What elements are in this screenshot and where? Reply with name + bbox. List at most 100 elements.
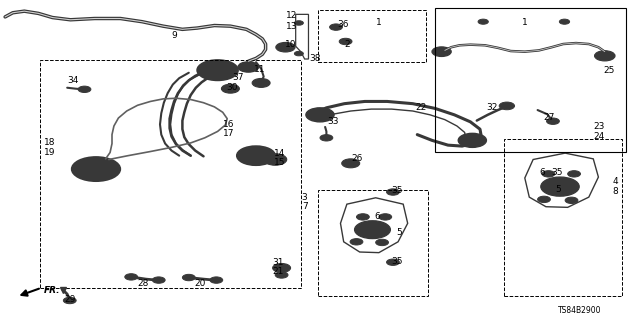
Circle shape (252, 78, 270, 87)
Text: 32: 32 (486, 103, 497, 112)
Text: 35: 35 (551, 168, 563, 177)
Text: 12: 12 (286, 11, 298, 20)
Circle shape (547, 118, 559, 124)
Text: 6: 6 (375, 212, 380, 221)
Text: 14: 14 (274, 149, 285, 158)
Circle shape (379, 214, 392, 220)
Text: 35: 35 (391, 186, 403, 195)
Text: 16: 16 (223, 120, 235, 129)
Circle shape (212, 68, 223, 73)
Circle shape (264, 154, 287, 165)
Text: 6: 6 (540, 168, 545, 177)
Text: 23: 23 (593, 122, 605, 131)
Circle shape (152, 277, 165, 283)
Circle shape (538, 196, 550, 203)
Circle shape (206, 64, 229, 76)
Text: 3: 3 (302, 193, 307, 202)
Circle shape (82, 162, 110, 176)
Circle shape (347, 161, 355, 165)
Text: 38: 38 (309, 54, 321, 63)
Circle shape (595, 51, 615, 61)
Text: 15: 15 (274, 158, 285, 167)
Circle shape (125, 274, 138, 280)
Circle shape (458, 133, 486, 147)
Circle shape (314, 112, 326, 118)
Circle shape (281, 45, 290, 49)
Circle shape (294, 51, 303, 56)
Circle shape (72, 157, 120, 181)
Text: FR.: FR. (44, 286, 60, 295)
Text: 30: 30 (226, 83, 237, 92)
Circle shape (197, 60, 238, 80)
Circle shape (246, 151, 266, 160)
Text: 1: 1 (522, 19, 527, 27)
Text: 9: 9 (172, 31, 177, 40)
Circle shape (376, 239, 388, 246)
Text: 33: 33 (327, 117, 339, 126)
Circle shape (330, 24, 342, 30)
Circle shape (364, 225, 381, 234)
Text: 1: 1 (376, 19, 381, 27)
Circle shape (90, 166, 102, 172)
Circle shape (276, 42, 295, 52)
Text: 27: 27 (543, 113, 555, 122)
Text: 13: 13 (286, 22, 298, 31)
Circle shape (478, 19, 488, 24)
Text: TS84B2900: TS84B2900 (558, 306, 602, 315)
Text: 26: 26 (351, 154, 363, 163)
Text: 17: 17 (223, 130, 235, 138)
Text: 25: 25 (604, 66, 615, 75)
Text: 7: 7 (302, 202, 307, 211)
Circle shape (387, 259, 399, 265)
Circle shape (210, 277, 223, 283)
Text: 5: 5 (556, 185, 561, 194)
Text: 36: 36 (337, 20, 349, 29)
Circle shape (342, 159, 360, 168)
Circle shape (237, 146, 275, 165)
Text: 11: 11 (254, 65, 266, 74)
Text: 4: 4 (613, 177, 618, 186)
Text: 34: 34 (67, 76, 79, 85)
Text: 19: 19 (44, 148, 56, 157)
Circle shape (541, 177, 579, 196)
Text: 8: 8 (613, 187, 618, 196)
Text: 2: 2 (344, 40, 349, 48)
Circle shape (63, 297, 76, 304)
Circle shape (466, 137, 479, 144)
Text: 24: 24 (593, 132, 605, 141)
Circle shape (78, 86, 91, 93)
Circle shape (356, 214, 369, 220)
Circle shape (355, 221, 390, 239)
Circle shape (339, 38, 352, 45)
Text: 35: 35 (391, 257, 403, 266)
Text: 22: 22 (415, 103, 427, 112)
Text: 29: 29 (65, 295, 76, 304)
Text: 18: 18 (44, 138, 56, 147)
Text: 21: 21 (272, 267, 284, 276)
Circle shape (275, 272, 288, 278)
Circle shape (306, 108, 334, 122)
Circle shape (273, 263, 291, 272)
Circle shape (565, 197, 578, 204)
Circle shape (270, 157, 280, 162)
Circle shape (320, 135, 333, 141)
Text: 31: 31 (272, 258, 284, 267)
Circle shape (432, 47, 451, 56)
Text: 10: 10 (285, 40, 296, 48)
Circle shape (221, 84, 239, 93)
Circle shape (342, 40, 349, 43)
Text: 20: 20 (194, 279, 205, 288)
Text: 37: 37 (232, 73, 244, 82)
Circle shape (387, 189, 399, 195)
Circle shape (499, 102, 515, 110)
Circle shape (277, 266, 286, 270)
Text: 28: 28 (138, 279, 149, 288)
Circle shape (243, 64, 253, 70)
Circle shape (238, 62, 259, 72)
Circle shape (559, 19, 570, 24)
Circle shape (550, 182, 570, 191)
Circle shape (568, 171, 580, 177)
Circle shape (294, 21, 303, 25)
Circle shape (182, 274, 195, 281)
Text: 5: 5 (397, 228, 402, 237)
